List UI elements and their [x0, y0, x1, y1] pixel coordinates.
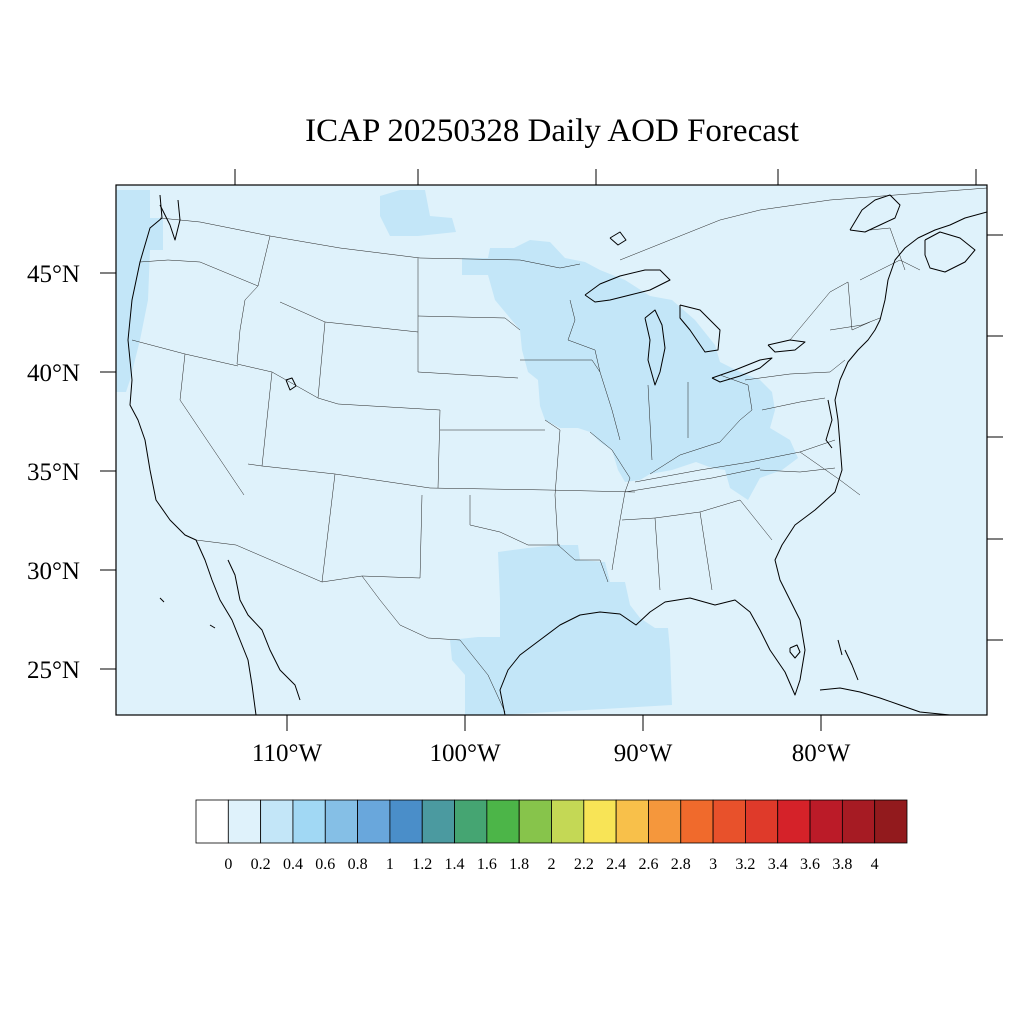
colorbar-swatch [777, 799, 811, 844]
colorbar-label: 0 [224, 856, 232, 873]
colorbar-label: 1.8 [509, 856, 529, 873]
longitude-ticks: 110°W 100°W 90°W 80°W [234, 169, 977, 767]
chart-title: ICAP 20250328 Daily AOD Forecast [305, 113, 799, 149]
colorbar-label: 3 [709, 856, 717, 873]
colorbar-swatch [841, 799, 876, 844]
lat-tick-label: 35°N [27, 459, 80, 486]
lat-tick-label: 30°N [27, 558, 80, 585]
colorbar-label: 1.2 [412, 856, 432, 873]
coastlines [127, 194, 987, 715]
lat-tick-label: 45°N [27, 261, 80, 288]
colorbar-swatch [745, 799, 779, 844]
colorbar-swatch [292, 799, 326, 844]
colorbar-label: 0.6 [315, 856, 335, 873]
colorbar-swatch [518, 799, 552, 844]
colorbar-swatch [195, 799, 229, 844]
colorbar-label: 2 [548, 856, 556, 873]
colorbar-swatch [583, 799, 617, 844]
colorbar-label: 1.4 [445, 856, 465, 873]
colorbar-label: 1.6 [477, 856, 497, 873]
colorbar-swatch [680, 799, 714, 844]
aod-area-east-texas [450, 545, 672, 715]
colorbar-label: 3.8 [832, 856, 852, 873]
colorbar-label: 0.8 [348, 856, 368, 873]
colorbar-swatch [324, 799, 358, 844]
colorbar: 0 0.2 0.4 0.6 0.8 1 1.2 1.4 1.6 1.8 2 2.2 2.4 2.6 2.8 3… [195, 799, 908, 873]
state-boundaries [131, 187, 987, 713]
aod-field-layer [116, 190, 798, 715]
lon-tick-label: 100°W [429, 740, 500, 767]
colorbar-swatch [389, 799, 423, 844]
colorbar-label: 0.4 [283, 856, 303, 873]
colorbar-swatch [809, 799, 843, 844]
colorbar-label: 1 [386, 856, 394, 873]
aod-area-northern-rockies [380, 190, 456, 236]
map-frame [115, 184, 988, 716]
colorbar-swatch [227, 799, 262, 844]
map-panel: 45°N 40°N 35°N 30°N 25°N 110°W 100°W 90°W 80°W [27, 169, 1003, 767]
colorbar-swatch [615, 799, 649, 844]
colorbar-label: 3.4 [768, 856, 788, 873]
colorbar-swatch [712, 799, 746, 844]
colorbar-label: 3.2 [735, 856, 755, 873]
colorbar-label: 2.6 [638, 856, 658, 873]
colorbar-swatch [648, 799, 682, 844]
colorbar-swatch [454, 799, 488, 844]
colorbar-label: 2.4 [606, 856, 626, 873]
lat-tick-label: 25°N [27, 657, 80, 684]
colorbar-swatch [357, 799, 391, 844]
lon-tick-label: 90°W [614, 740, 673, 767]
colorbar-label: 3.6 [800, 856, 820, 873]
colorbar-swatch [551, 799, 585, 844]
lon-tick-label: 80°W [792, 740, 851, 767]
colorbar-label: 2.2 [574, 856, 594, 873]
aod-area-upper-midwest [462, 240, 798, 500]
colorbar-label: 4 [871, 856, 879, 873]
lon-tick-label: 110°W [252, 740, 323, 767]
lat-tick-label: 40°N [27, 360, 80, 387]
latitude-ticks: 45°N 40°N 35°N 30°N 25°N [27, 234, 1003, 684]
colorbar-swatch [421, 799, 455, 844]
colorbar-swatch [260, 799, 294, 844]
colorbar-swatch [874, 799, 908, 844]
colorbar-label: 0.2 [251, 856, 271, 873]
colorbar-swatch [486, 799, 520, 844]
colorbar-label: 2.8 [671, 856, 691, 873]
